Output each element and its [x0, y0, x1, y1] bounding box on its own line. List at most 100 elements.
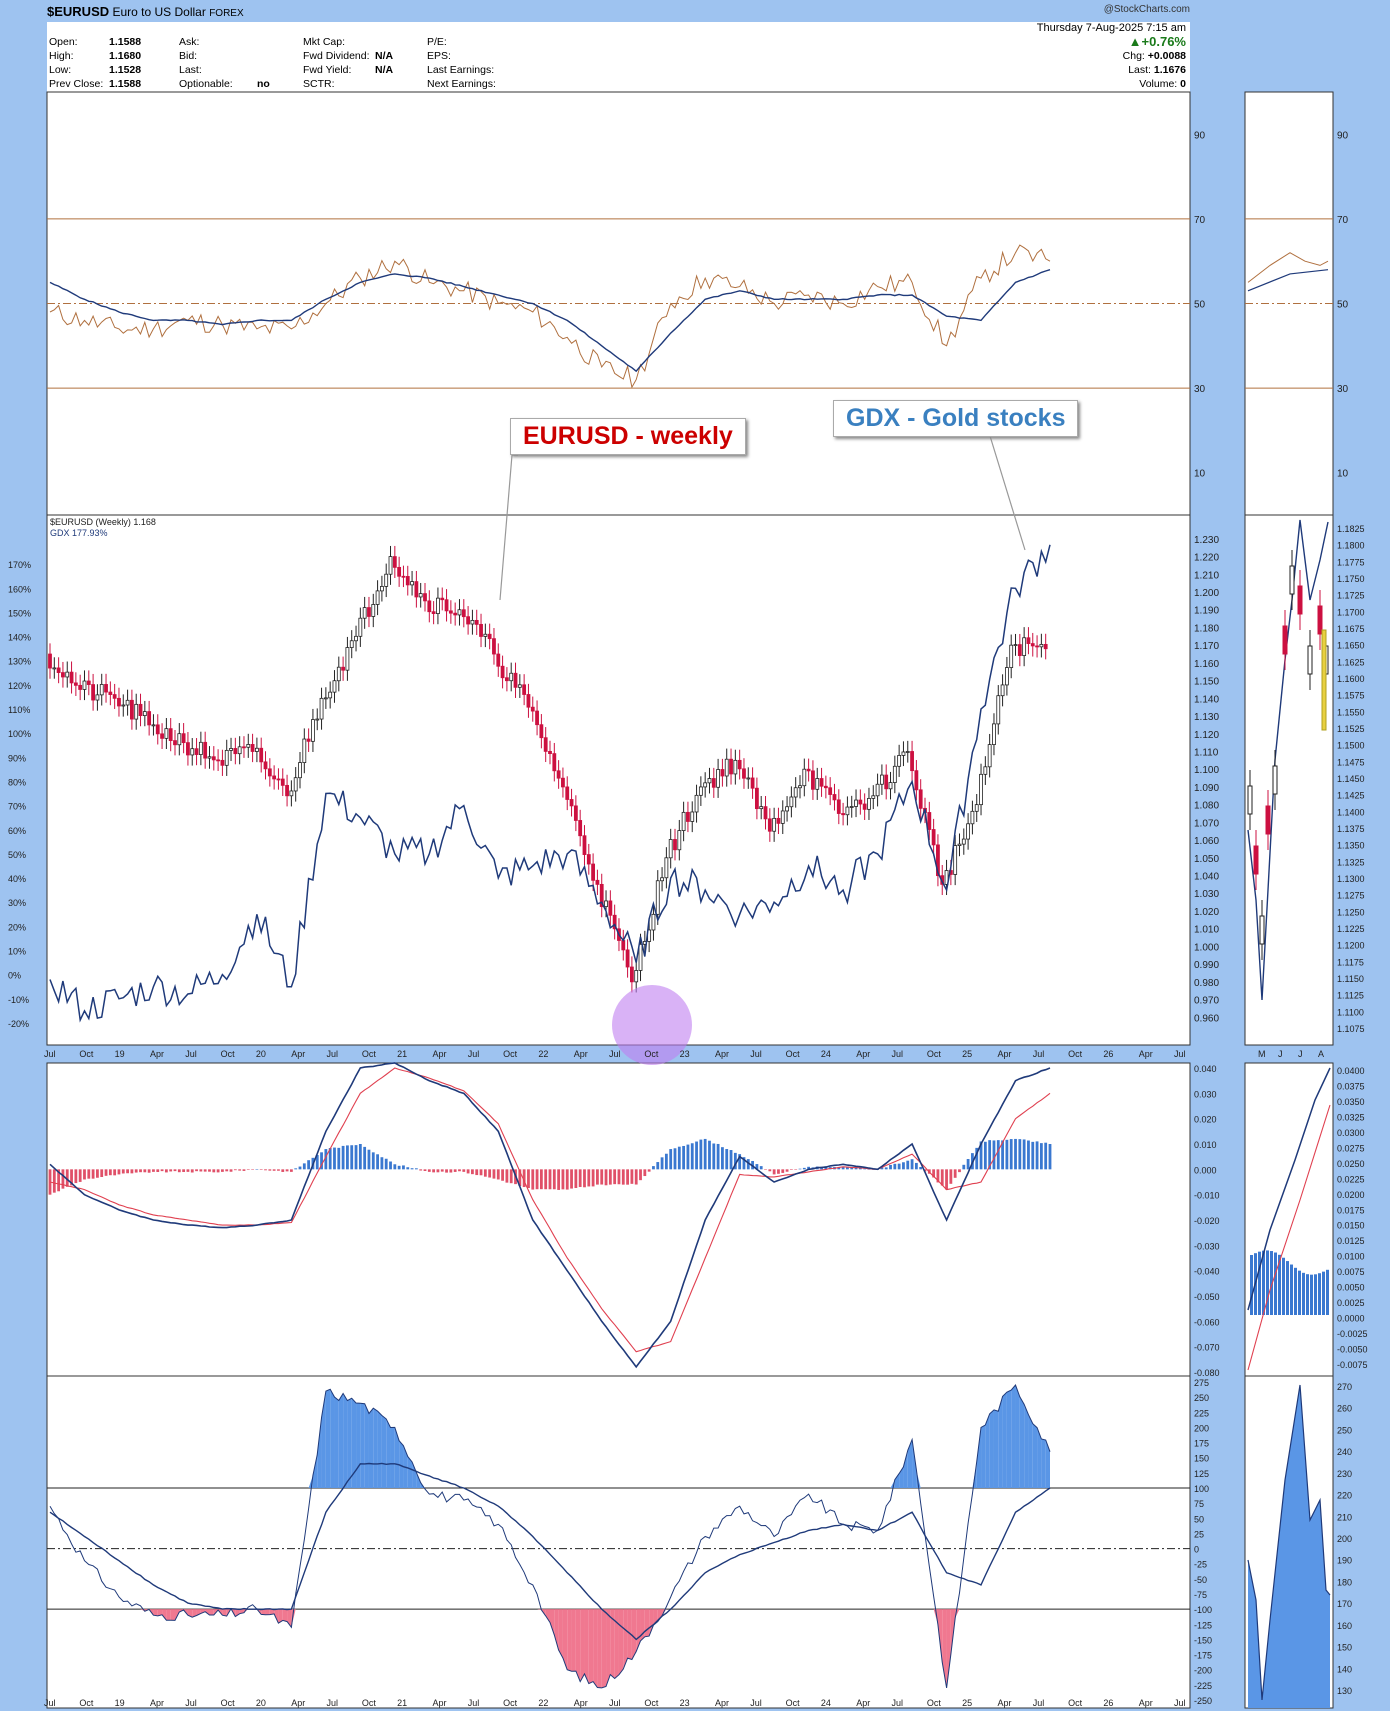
- candle-body: [668, 839, 673, 859]
- eps-row: EPS:: [427, 50, 451, 62]
- macd-histogram-bar: [789, 1169, 793, 1170]
- cci-oversold-fill: [593, 1609, 598, 1688]
- macd-tick-label: -0.040: [1194, 1267, 1220, 1277]
- macd-histogram-bar: [229, 1169, 233, 1172]
- cci-line: [49, 1384, 1051, 1689]
- cci-oversold-fill: [291, 1609, 296, 1628]
- x-axis-label-mid: Apr: [1139, 1049, 1153, 1059]
- side-macd-tick-label: 0.0375: [1337, 1081, 1365, 1091]
- macd-histogram-bar: [328, 1148, 332, 1170]
- candle-body: [392, 556, 397, 568]
- side-macd-histogram-bar: [1322, 1271, 1325, 1315]
- cci-tick-label: 150: [1194, 1454, 1209, 1464]
- cci-overbought-fill: [989, 1409, 994, 1488]
- macd-histogram-bar: [1035, 1141, 1039, 1170]
- side-macd-tick-label: -0.0025: [1337, 1329, 1368, 1339]
- cci-oversold-fill: [636, 1609, 641, 1652]
- side-rsi-tick-label: 70: [1337, 215, 1349, 226]
- x-axis-label-bottom: Oct: [644, 1698, 659, 1708]
- macd-histogram-bar: [70, 1169, 73, 1186]
- side-macd-histogram-bar: [1270, 1251, 1273, 1315]
- macd-tick-label: 0.020: [1194, 1115, 1217, 1125]
- candle-body: [483, 633, 488, 637]
- side-price-tick-label: 1.1475: [1337, 757, 1365, 767]
- mktcap-row: Mkt Cap:: [303, 36, 346, 48]
- cci-overbought-fill: [381, 1415, 387, 1488]
- macd-histogram-bar: [561, 1169, 565, 1190]
- candle-body: [198, 741, 203, 755]
- x-axis-label-bottom: 24: [821, 1698, 831, 1708]
- price-tick-label: 1.090: [1194, 783, 1219, 794]
- gdx-tick-label: 100%: [8, 729, 31, 739]
- watermark: @StockCharts.com: [1103, 4, 1190, 15]
- side-rsi-tick-label: 50: [1337, 300, 1349, 311]
- macd-histogram-bar: [910, 1159, 914, 1170]
- cci-oversold-fill: [575, 1609, 581, 1682]
- candle-body: [918, 789, 923, 809]
- macd-histogram-bar: [169, 1169, 173, 1172]
- candle-body: [375, 590, 380, 605]
- side-cci-tick-label: 210: [1337, 1512, 1352, 1522]
- macd-histogram-bar: [83, 1169, 86, 1180]
- cci-overbought-fill: [343, 1393, 348, 1488]
- low-row: Low: 1.1528: [49, 64, 142, 76]
- side-macd-tick-label: 0.0200: [1337, 1190, 1365, 1200]
- ask-row: Ask:: [179, 36, 200, 48]
- candle-body: [858, 799, 863, 805]
- candle-body: [733, 759, 738, 775]
- macd-histogram-bar: [841, 1166, 845, 1170]
- macd-histogram-bar: [1027, 1140, 1030, 1170]
- price-tick-label: 1.070: [1194, 818, 1219, 829]
- gdx-tick-label: 130%: [8, 657, 31, 667]
- x-axis-label-mid: Oct: [79, 1049, 94, 1059]
- macd-histogram-bar: [341, 1145, 345, 1170]
- cci-tick-label: 175: [1194, 1439, 1209, 1449]
- price-tick-label: 1.120: [1194, 730, 1219, 741]
- candle-body: [677, 830, 682, 851]
- candle-body: [436, 597, 440, 614]
- candle-body: [207, 756, 212, 759]
- side-candle-body: [1297, 585, 1303, 615]
- macd-tick-label: 0.000: [1194, 1165, 1217, 1175]
- macd-histogram-bar: [867, 1169, 871, 1170]
- macd-histogram-bar: [363, 1146, 367, 1170]
- macd-histogram-bar: [527, 1169, 530, 1189]
- macd-histogram-bar: [393, 1164, 397, 1170]
- candle-body: [315, 718, 320, 721]
- macd-histogram-bar: [216, 1169, 220, 1173]
- candle-body: [384, 573, 389, 587]
- side-price-tick-label: 1.1375: [1337, 824, 1365, 834]
- candle-body: [806, 768, 811, 772]
- side-cci-fill: [1248, 1385, 1330, 1708]
- macd-histogram-bar: [729, 1150, 733, 1170]
- candle-body: [479, 623, 483, 637]
- candle-body: [151, 724, 156, 727]
- macd-histogram-bar: [471, 1169, 474, 1175]
- candle-body: [957, 843, 962, 846]
- macd-histogram-bar: [65, 1169, 69, 1187]
- candle-body: [82, 680, 87, 690]
- macd-histogram-bar: [285, 1169, 289, 1172]
- macd-histogram-bar: [686, 1144, 690, 1170]
- candle-body: [500, 665, 505, 679]
- candle-body: [556, 770, 561, 779]
- x-axis-label-mid: Jul: [1033, 1049, 1045, 1059]
- candle-body: [164, 728, 169, 739]
- macd-histogram-bar: [721, 1147, 724, 1170]
- cci-oversold-fill: [200, 1609, 206, 1614]
- side-macd-panel: [1244, 1062, 1334, 1377]
- macd-histogram-bar: [139, 1169, 142, 1173]
- cci-overbought-fill: [407, 1456, 413, 1488]
- macd-histogram-bar: [802, 1167, 806, 1170]
- candle-body: [302, 738, 307, 763]
- open-row: Open: 1.1588: [49, 36, 142, 48]
- side-candle-current: [1321, 629, 1327, 731]
- price-tick-label: 1.030: [1194, 889, 1219, 900]
- side-macd-histogram-bar: [1274, 1252, 1277, 1315]
- cci-tick-label: 225: [1194, 1408, 1209, 1418]
- x-axis-label-mid: Apr: [574, 1049, 588, 1059]
- macd-histogram-bar: [199, 1169, 203, 1172]
- change-pct: ▲+0.76%: [1128, 34, 1186, 49]
- pe-row: P/E:: [427, 36, 447, 48]
- macd-histogram-bar: [427, 1169, 431, 1172]
